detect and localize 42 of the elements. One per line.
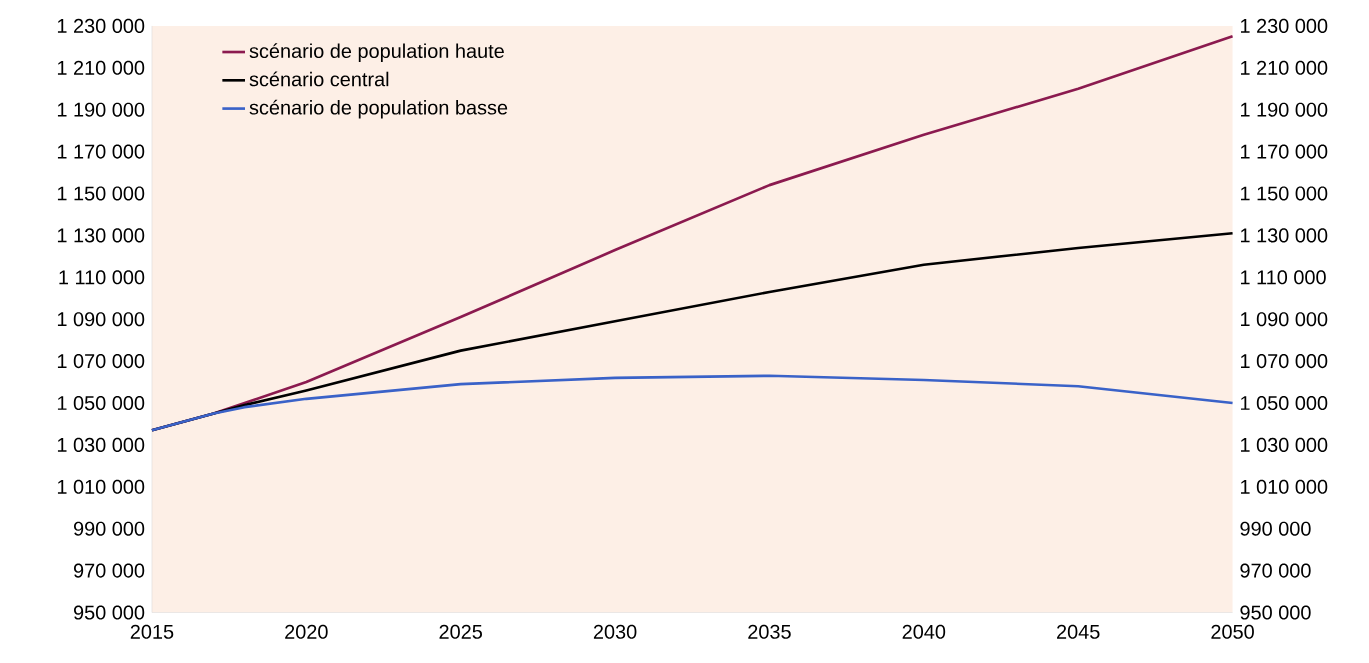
y-tick-label: 1 070 000 [57, 353, 145, 368]
y-tick-label: 1 230 000 [57, 18, 145, 33]
x-tick-label: 2040 [902, 624, 946, 639]
y-tick-label: 1 190 000 [57, 102, 145, 117]
y2-tick-label: 950 000 [1240, 605, 1311, 620]
y2-tick-label: 1 230 000 [1241, 18, 1328, 33]
y-tick-label: 970 000 [73, 563, 145, 578]
y-tick-label: 1 050 000 [57, 395, 145, 410]
x-tick-label: 2045 [1057, 624, 1100, 639]
legend-label: scénario de population basse [249, 99, 508, 119]
x-tick-label: 2025 [439, 624, 483, 639]
y-tick-label: 1 130 000 [57, 228, 145, 243]
x-tick-label: 2015 [130, 624, 174, 639]
x-tick-label: 2030 [593, 624, 637, 639]
y-tick-label: 1 170 000 [57, 144, 145, 159]
y2-tick-label: 1 070 000 [1241, 353, 1328, 368]
y2-tick-label: 990 000 [1240, 521, 1311, 536]
y2-tick-label: 1 090 000 [1241, 312, 1328, 327]
y-tick-label: 1 010 000 [57, 479, 145, 494]
y2-tick-label: 1 190 000 [1241, 102, 1328, 117]
y2-tick-label: 1 210 000 [1241, 60, 1328, 75]
legend-label: scénario central [249, 71, 389, 87]
x-tick-label: 2050 [1211, 624, 1254, 639]
y-tick-label: 950 000 [73, 605, 145, 620]
y-tick-label: 1 030 000 [57, 437, 145, 452]
y2-tick-label: 1 110 000 [1241, 270, 1326, 285]
y2-tick-label: 1 050 000 [1241, 395, 1328, 410]
legend-label: scénario de population haute [249, 43, 504, 62]
x-tick-label: 2020 [285, 624, 328, 639]
y-tick-label: 1 210 000 [57, 60, 145, 75]
y-tick-label: 1 110 000 [59, 270, 145, 285]
line-series [150, 374, 1234, 432]
y-tick-label: 1 090 000 [57, 312, 145, 327]
y2-tick-label: 1 150 000 [1241, 186, 1328, 201]
y2-tick-label: 1 030 000 [1241, 437, 1328, 452]
y2-tick-label: 1 130 000 [1241, 228, 1328, 243]
y2-tick-label: 1 010 000 [1241, 479, 1328, 494]
y2-tick-label: 970 000 [1240, 563, 1311, 578]
y-tick-label: 1 150 000 [57, 186, 145, 201]
y2-tick-label: 1 170 000 [1241, 144, 1328, 159]
x-tick-label: 2035 [748, 624, 791, 639]
y-tick-label: 990 000 [73, 521, 145, 536]
